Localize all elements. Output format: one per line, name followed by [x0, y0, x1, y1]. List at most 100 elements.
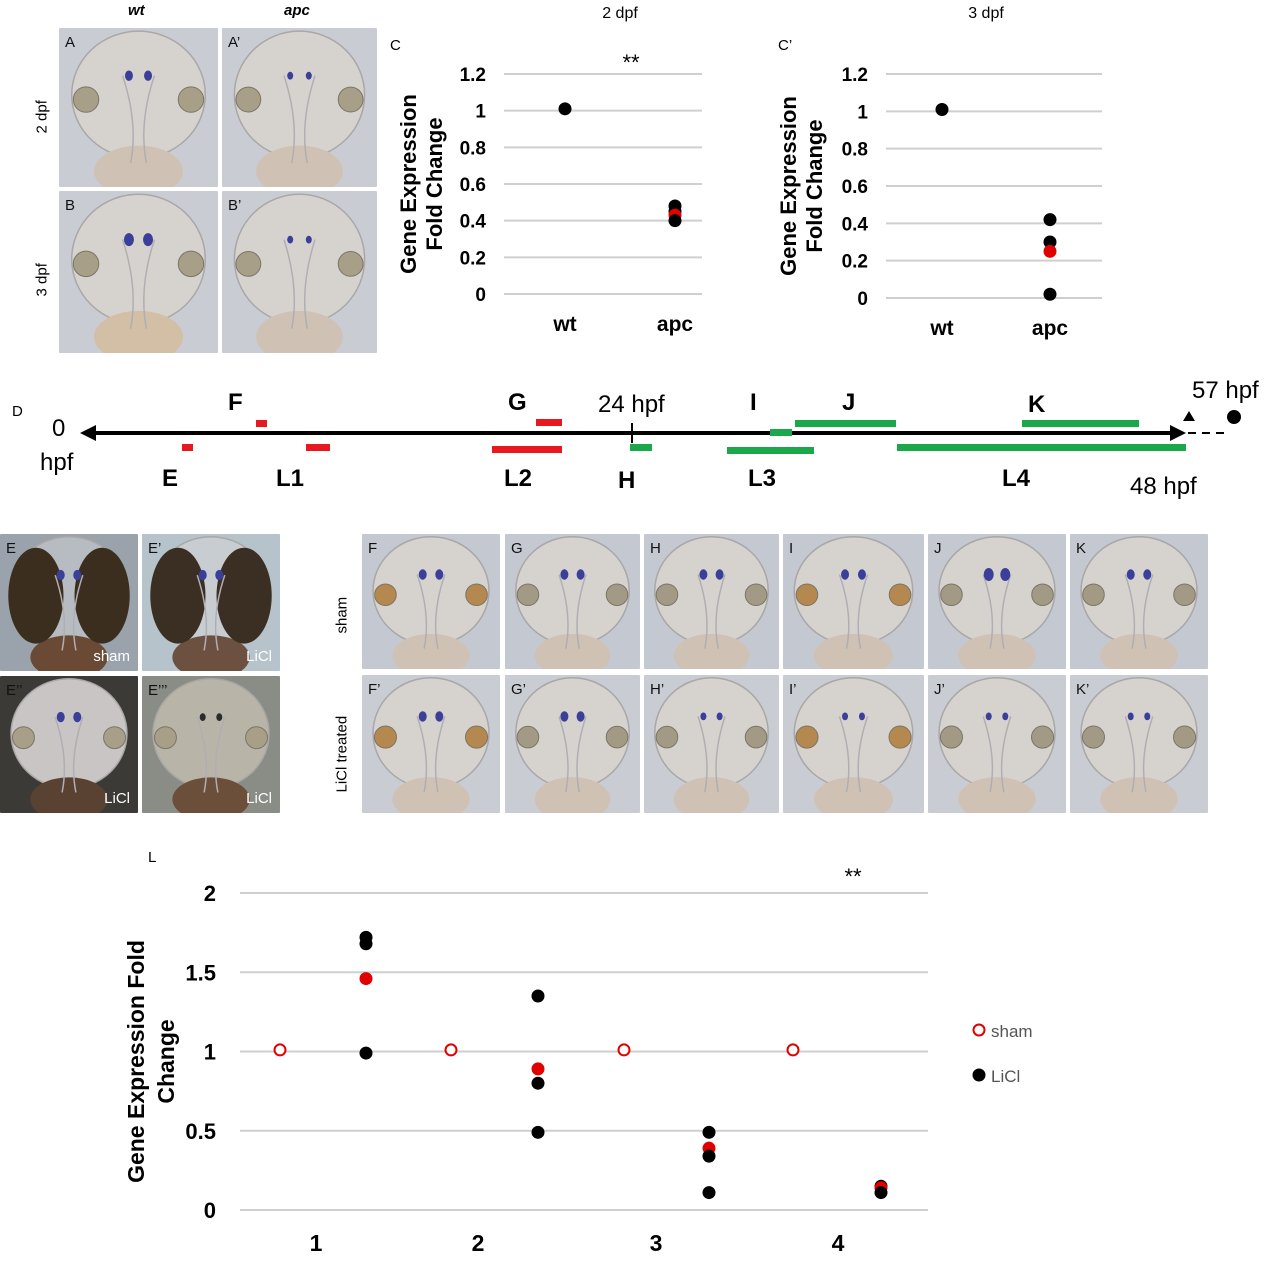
image-b: B [59, 191, 218, 353]
y-tick-label: 1 [475, 102, 486, 123]
image-g-label: G [511, 540, 523, 557]
image-j: J [928, 534, 1066, 669]
data-point [1043, 235, 1057, 249]
bar-l4 [897, 444, 1186, 451]
image-k: K [1070, 534, 1208, 669]
image-b-label: B [65, 197, 76, 214]
image-k-prime: K’ [1070, 675, 1208, 813]
legend-sham-marker [972, 1023, 986, 1037]
image-e-label: E [6, 540, 17, 557]
timeline-arrow-left [80, 425, 96, 441]
bar-e [182, 444, 193, 451]
chart-title: 3 dpf [968, 5, 1004, 22]
x-tick-label: apc [657, 313, 694, 336]
image-e-triple-prime-condition-label: LiCl [246, 790, 272, 807]
licl-point [359, 1046, 373, 1060]
bar-h [630, 444, 652, 451]
y-tick-label: 1 [204, 1040, 216, 1065]
y-tick-label: 1.5 [185, 960, 216, 985]
bar-l3 [727, 447, 814, 454]
column-label-apc: apc [284, 2, 310, 19]
panel-label-l: L [148, 849, 156, 866]
column-label-wt: wt [128, 2, 145, 19]
y-tick-label: 0.2 [460, 248, 486, 269]
licl-point [359, 937, 373, 951]
timeline-label-g: G [508, 389, 527, 416]
bar-l2 [492, 446, 562, 453]
timeline-label-l3: L3 [748, 465, 776, 492]
licl-point [531, 1076, 545, 1090]
licl-point [531, 1062, 545, 1076]
y-tick-label: 0.4 [842, 214, 869, 235]
timeline-label-h: H [618, 467, 635, 494]
timeline-label-i: I [750, 389, 757, 416]
x-tick-label: apc [1032, 317, 1069, 340]
row-label-3dpf: 3 dpf [33, 263, 51, 297]
image-i: I [783, 534, 924, 669]
y-tick-label: 0.8 [460, 138, 486, 159]
row-label-sham: sham [333, 596, 351, 634]
timeline-d: D 0 hpf 24 hpf 57 hpf 48 hpf F G I J K E… [12, 377, 1259, 500]
y-tick-label: 1 [857, 102, 868, 123]
data-point [558, 102, 572, 116]
image-b-prime: B’ [222, 191, 377, 353]
legend-licl-label: LiCl [991, 1067, 1020, 1086]
panel-label-c-prime: C’ [778, 37, 792, 54]
data-point [1043, 213, 1057, 227]
timeline-label-l4: L4 [1002, 465, 1031, 492]
image-f-label: F [368, 540, 378, 557]
image-e-double-prime-condition-label: LiCl [104, 790, 130, 807]
image-e-double-prime-label: E’’ [6, 682, 23, 699]
row-label-licl-treated: LiCl treated [333, 715, 351, 793]
y-tick-label: 2 [204, 881, 216, 906]
image-i-label: I [789, 540, 794, 557]
significance-annotation: ** [622, 50, 640, 75]
timeline-start-unit: hpf [40, 449, 74, 476]
y-axis-label: Gene ExpressionFold Change [776, 96, 827, 276]
row-label-2dpf: 2 dpf [33, 100, 51, 134]
legend-licl-marker [972, 1068, 986, 1082]
licl-point [359, 972, 373, 986]
y-tick-label: 0 [857, 289, 868, 310]
timeline-label-l2: L2 [504, 465, 532, 492]
licl-point [702, 1149, 716, 1163]
y-tick-label: 0.4 [460, 212, 487, 233]
x-tick-label: 2 [472, 1230, 485, 1256]
image-g-prime: G’ [505, 675, 640, 813]
image-j-label: J [934, 540, 942, 557]
image-g-prime-label: G’ [511, 681, 526, 698]
image-j-prime: J’ [928, 675, 1066, 813]
x-tick-label: 3 [650, 1230, 663, 1256]
bar-j [795, 420, 896, 427]
image-e-triple-prime-label: E’’’ [148, 682, 168, 699]
image-b-prime-label: B’ [228, 197, 242, 214]
timeline-48-marker [1183, 411, 1195, 421]
image-g: G [505, 534, 640, 669]
image-f: F [362, 534, 500, 669]
image-a-prime: A’ [222, 28, 377, 187]
image-e-condition-label: sham [93, 648, 130, 665]
timeline-57hpf: 57 hpf [1192, 377, 1259, 404]
licl-point [531, 989, 545, 1003]
image-a-prime-label: A’ [228, 34, 241, 51]
sham-point [273, 1043, 287, 1057]
image-a: A [59, 28, 218, 187]
image-f-prime: F’ [362, 675, 500, 813]
bar-k [1022, 420, 1139, 427]
image-e-prime-label: E’ [148, 540, 162, 557]
chart-title: 2 dpf [602, 5, 638, 22]
image-h-label: H [650, 540, 661, 557]
bar-g [536, 419, 562, 426]
image-h: H [644, 534, 779, 669]
image-k-label: K [1076, 540, 1087, 557]
image-e-double-prime: E’’ LiCl [0, 676, 138, 813]
image-a-label: A [65, 34, 76, 51]
timeline-57-marker [1227, 410, 1241, 424]
bar-f [256, 420, 267, 427]
sham-point [617, 1043, 631, 1057]
y-axis-label: Gene ExpressionFold Change [396, 94, 447, 274]
bar-i [770, 429, 792, 436]
image-e-prime: E’ LiCl [142, 534, 280, 671]
significance-annotation: ** [844, 864, 862, 889]
